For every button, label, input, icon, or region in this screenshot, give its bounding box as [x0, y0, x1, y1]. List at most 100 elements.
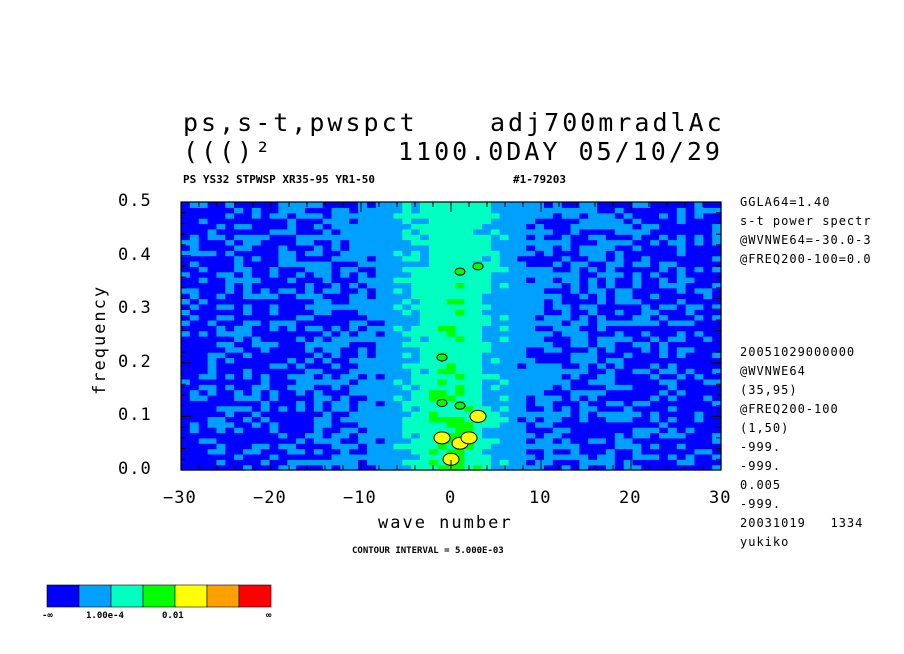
heatmap-cell: [269, 341, 279, 348]
heatmap-cell: [446, 325, 457, 332]
heatmap-cell: [694, 453, 704, 460]
heatmap-cell: [570, 432, 580, 439]
heatmap-cell: [614, 427, 625, 434]
heatmap-cell: [490, 330, 501, 337]
heatmap-cell: [712, 453, 722, 460]
heatmap-cell: [455, 453, 465, 460]
heatmap-cell: [712, 303, 722, 310]
heatmap-cell: [189, 239, 200, 246]
heatmap-cell: [579, 244, 589, 251]
heatmap-cell: [650, 405, 660, 412]
heatmap-cell: [570, 319, 580, 326]
heatmap-cell: [402, 416, 412, 423]
info-bottom-9: 20031019 1334: [740, 516, 864, 530]
heatmap-cell: [349, 244, 359, 251]
heatmap-cell: [216, 250, 226, 257]
heatmap-cell: [375, 432, 386, 439]
heatmap-cell: [331, 218, 341, 225]
heatmap-cell: [659, 207, 669, 214]
heatmap-cell: [641, 405, 651, 412]
heatmap-cell: [543, 357, 554, 364]
heatmap-cell: [251, 314, 262, 321]
heatmap-cell: [464, 352, 474, 359]
heatmap-cell: [517, 421, 527, 428]
heatmap-cell: [358, 282, 368, 289]
heatmap-cell: [667, 432, 678, 439]
heatmap-cell: [189, 255, 200, 262]
heatmap-cell: [402, 293, 412, 300]
heatmap-cell: [207, 330, 218, 337]
heatmap-cell: [659, 260, 669, 267]
heatmap-cell: [517, 443, 527, 450]
heatmap-cell: [641, 421, 651, 428]
heatmap-cell: [579, 373, 589, 380]
heatmap-cell: [676, 234, 687, 241]
heatmap-cell: [251, 352, 262, 359]
heatmap-cell: [242, 314, 253, 321]
heatmap-cell: [198, 389, 209, 396]
heatmap-cell: [411, 287, 421, 294]
heatmap-cell: [437, 389, 448, 396]
heatmap-cell: [614, 405, 625, 412]
heatmap-cell: [340, 293, 350, 300]
heatmap-cell: [234, 303, 244, 310]
heatmap-cell: [659, 271, 669, 278]
heatmap-cell: [579, 287, 589, 294]
heatmap-cell: [207, 421, 218, 428]
heatmap-cell: [198, 271, 209, 278]
heatmap-cell: [685, 362, 696, 369]
heatmap-cell: [304, 453, 315, 460]
heatmap-cell: [517, 373, 527, 380]
heatmap-cell: [561, 352, 572, 359]
heatmap-cell: [411, 373, 421, 380]
heatmap-cell: [694, 293, 704, 300]
heatmap-cell: [694, 303, 704, 310]
heatmap-cell: [464, 266, 474, 273]
heatmap-cell: [667, 378, 678, 385]
heatmap-cell: [234, 437, 244, 444]
heatmap-cell: [304, 346, 315, 353]
heatmap-cell: [349, 282, 359, 289]
heatmap-cell: [543, 459, 554, 466]
heatmap-cell: [207, 212, 218, 219]
heatmap-cell: [641, 384, 651, 391]
heatmap-cell: [446, 362, 457, 369]
heatmap-cell: [641, 234, 651, 241]
heatmap-cell: [676, 202, 687, 208]
heatmap-cell: [251, 336, 262, 342]
heatmap-cell: [588, 330, 598, 337]
heatmap-cell: [623, 325, 634, 332]
heatmap-cell: [225, 303, 235, 310]
heatmap-cell: [366, 346, 377, 353]
heatmap-cell: [605, 250, 616, 257]
heatmap-cell: [667, 271, 678, 278]
heatmap-cell: [641, 464, 651, 471]
heatmap-cell: [384, 250, 395, 257]
heatmap-cell: [579, 223, 589, 230]
heatmap-cell: [579, 293, 589, 300]
heatmap-cell: [676, 362, 687, 369]
heatmap-cell: [676, 228, 687, 235]
heatmap-cell: [375, 416, 386, 423]
heatmap-cell: [340, 389, 350, 396]
heatmap-cell: [251, 346, 262, 353]
heatmap-cell: [358, 255, 368, 262]
heatmap-cell: [526, 303, 536, 310]
heatmap-cell: [296, 207, 306, 214]
heatmap-cell: [296, 411, 306, 417]
heatmap-cell: [641, 432, 651, 439]
heatmap-cell: [420, 416, 430, 423]
heatmap-cell: [287, 378, 297, 385]
heatmap-cell: [366, 325, 377, 332]
heatmap-cell: [659, 373, 669, 380]
heatmap-cell: [375, 287, 386, 294]
heatmap-cell: [181, 427, 191, 434]
heatmap-cell: [676, 282, 687, 289]
heatmap-cell: [703, 330, 713, 337]
heatmap-cell: [181, 218, 191, 225]
heatmap-cell: [242, 346, 253, 353]
heatmap-cell: [455, 394, 465, 401]
heatmap-cell: [526, 325, 536, 332]
heatmap-cell: [366, 218, 377, 225]
heatmap-cell: [579, 330, 589, 337]
